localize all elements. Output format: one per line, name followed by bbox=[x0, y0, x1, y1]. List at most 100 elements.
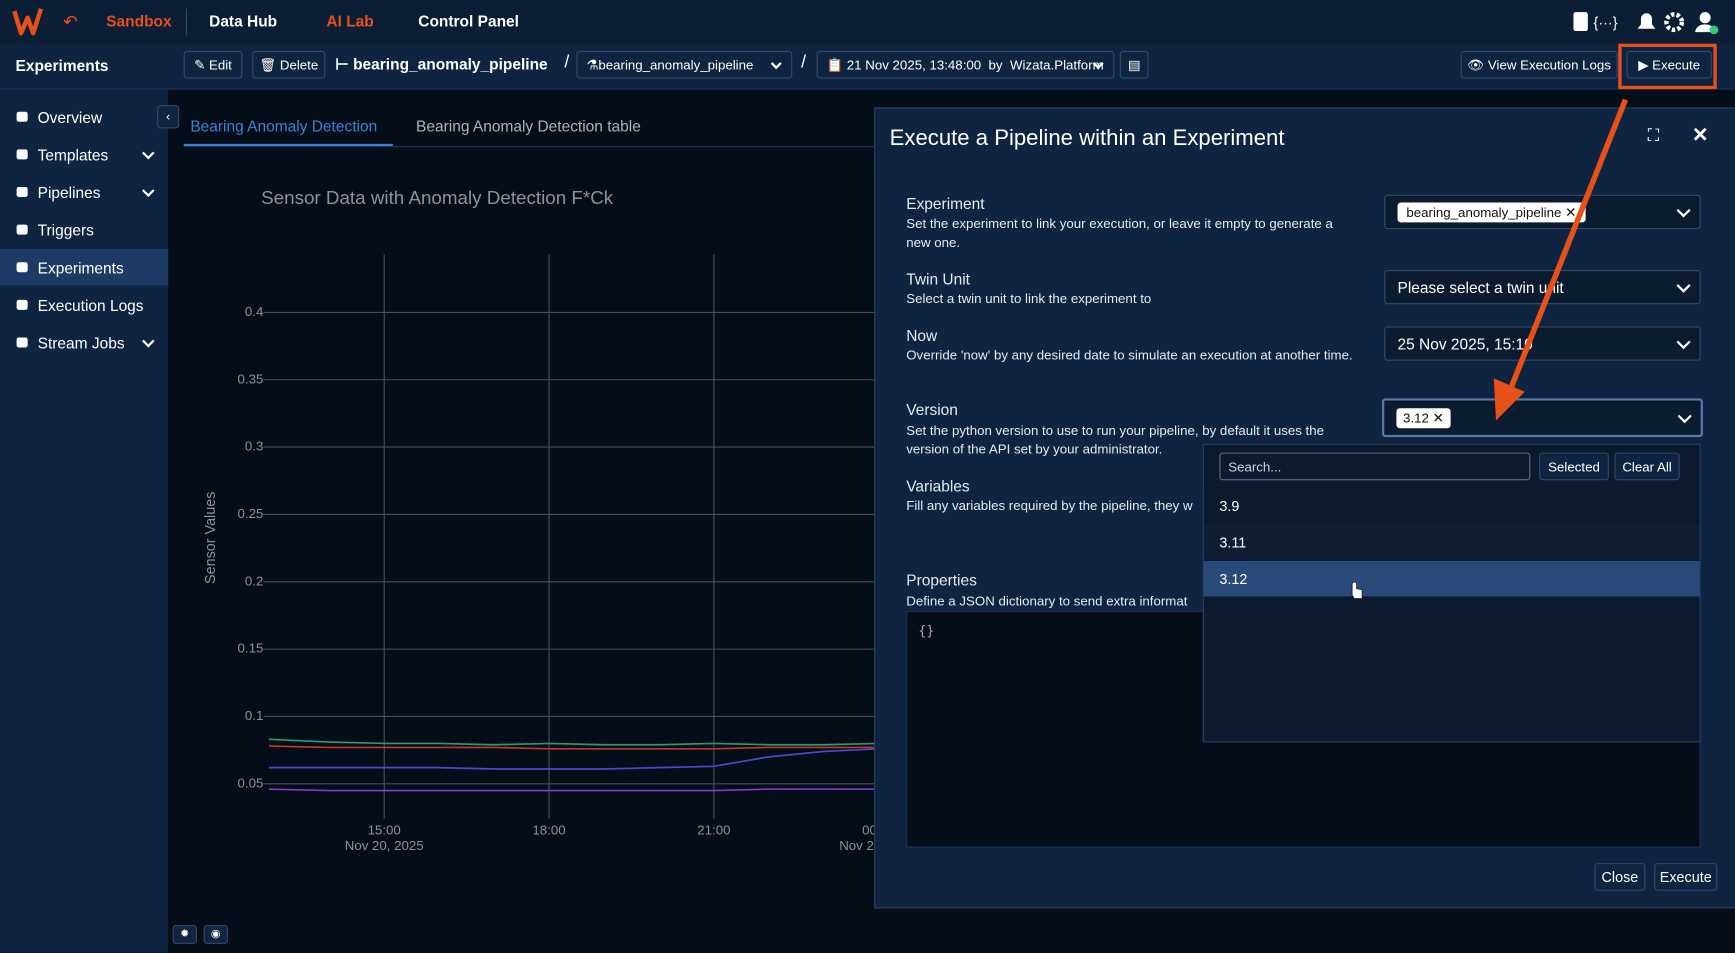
icon-button[interactable]: ▤ bbox=[1119, 50, 1149, 79]
sidebar bbox=[0, 89, 169, 953]
sidebar-item[interactable]: Pipelines bbox=[0, 174, 168, 211]
delete-button[interactable]: 🗑 Delete bbox=[252, 50, 326, 79]
y-tick-label: 0.15 bbox=[238, 641, 264, 656]
search-input[interactable]: Search... bbox=[1219, 452, 1531, 481]
y-tick-label: 0.35 bbox=[238, 371, 264, 386]
label: Execution Logs bbox=[37, 295, 144, 314]
sidebar-item[interactable]: Templates bbox=[0, 136, 168, 173]
svg-text:{···}: {···} bbox=[1594, 16, 1618, 32]
experiment-select[interactable]: ⚗ bearing_anomaly_pipeline bbox=[576, 50, 793, 79]
close-icon[interactable]: ✕ bbox=[1691, 123, 1709, 147]
x-tick-label: 18:00 bbox=[532, 822, 565, 837]
now-input[interactable]: 25 Nov 2025, 15:10 bbox=[1384, 326, 1701, 361]
tab-line bbox=[183, 146, 875, 148]
label: bearing_anomaly_pipeline bbox=[1406, 204, 1562, 220]
section-title: Experiments bbox=[15, 56, 109, 75]
logo[interactable] bbox=[11, 4, 44, 37]
experiment-input[interactable]: bearing_anomaly_pipeline ✕ bbox=[1384, 194, 1701, 230]
close-button[interactable]: Close bbox=[1594, 863, 1646, 891]
sidebar-item[interactable]: Stream Jobs bbox=[0, 324, 168, 361]
edit-button[interactable]: ✎ Edit bbox=[183, 50, 243, 79]
twin-unit-select[interactable]: Please select a twin unit bbox=[1384, 269, 1701, 305]
field-label: Now bbox=[906, 326, 938, 345]
series-line bbox=[268, 745, 879, 750]
field-label: Version bbox=[906, 400, 958, 419]
field-description: Set the experiment to link your executio… bbox=[906, 215, 1333, 251]
chip: bearing_anomaly_pipeline ✕ bbox=[1397, 201, 1586, 222]
y-tick-label: 0.1 bbox=[245, 708, 263, 723]
label: Edit bbox=[208, 56, 232, 73]
icon bbox=[16, 149, 28, 160]
label: Execute bbox=[1659, 868, 1712, 886]
label: Wizata.Platform bbox=[1009, 56, 1104, 73]
expand-button[interactable]: ⛶ bbox=[1647, 126, 1660, 145]
label: Experiments bbox=[37, 258, 124, 277]
field-label: Properties bbox=[906, 570, 977, 589]
view-button[interactable]: ◉ bbox=[203, 925, 228, 944]
field-label: Variables bbox=[906, 476, 970, 495]
icon bbox=[16, 224, 28, 235]
collapse-button[interactable]: ‹ bbox=[157, 105, 180, 129]
nav-link[interactable]: Control Panel bbox=[418, 12, 519, 30]
version-option[interactable]: 3.9 bbox=[1203, 487, 1700, 524]
y-tick-label: 0.05 bbox=[238, 775, 264, 790]
label: Pipelines bbox=[37, 183, 101, 201]
y-tick-label: 0.2 bbox=[245, 573, 263, 588]
icon bbox=[16, 337, 28, 348]
label: 21 Nov 2025, 13:48:00 bbox=[846, 56, 982, 73]
tab-underline bbox=[183, 143, 393, 147]
header-icons[interactable]: {···} bbox=[1569, 9, 1724, 36]
version-option[interactable]: 3.11 bbox=[1203, 524, 1700, 560]
nav-link[interactable]: AI Lab bbox=[326, 12, 374, 30]
field-label: Experiment bbox=[906, 194, 985, 213]
sidebar-item[interactable]: Triggers bbox=[0, 211, 168, 248]
sidebar-item[interactable]: Overview bbox=[0, 98, 168, 135]
x-tick-date: Nov 20, 2025 bbox=[345, 838, 424, 853]
placeholder: Search... bbox=[1228, 459, 1282, 475]
selected-button[interactable]: Selected bbox=[1539, 452, 1609, 481]
field-description: Set the python version to use to run you… bbox=[906, 422, 1325, 457]
label: bearing_anomaly_pipeline bbox=[353, 55, 548, 74]
placeholder: Please select a twin unit bbox=[1397, 278, 1564, 296]
label: View Execution Logs bbox=[1487, 56, 1611, 73]
x-tick-label: 15:00 bbox=[368, 822, 401, 837]
y-tick-label: 0.25 bbox=[238, 506, 264, 521]
version-option[interactable]: 3.12 bbox=[1203, 561, 1700, 597]
label: Stream Jobs bbox=[37, 333, 125, 352]
y-tick-label: 0.4 bbox=[245, 304, 263, 319]
field-description: Fill any variables required by the pipel… bbox=[906, 497, 1193, 514]
view-logs-button[interactable]: 👁 View Execution Logs bbox=[1460, 50, 1618, 79]
tab[interactable]: Bearing Anomaly Detection table bbox=[416, 117, 641, 135]
label: Templates bbox=[37, 145, 109, 164]
series-line bbox=[268, 747, 879, 770]
top-nav bbox=[0, 0, 1735, 45]
icon bbox=[16, 187, 28, 197]
sidebar-item[interactable]: Execution Logs bbox=[0, 287, 168, 324]
execution-select[interactable]: 📋 21 Nov 2025, 13:48:00 by Wizata.Platfo… bbox=[816, 50, 1115, 79]
separator: / bbox=[801, 53, 807, 72]
separator bbox=[185, 8, 188, 36]
nav-link[interactable]: Data Hub bbox=[209, 12, 278, 30]
pipeline-name[interactable]: ⊢ bearing_anomaly_pipeline bbox=[335, 55, 548, 74]
version-select[interactable]: 3.12 ✕ bbox=[1382, 398, 1703, 438]
label: Delete bbox=[279, 56, 319, 73]
debug-button[interactable]: ✹ bbox=[172, 925, 197, 944]
icon bbox=[16, 111, 28, 122]
value: 25 Nov 2025, 15:10 bbox=[1397, 334, 1533, 353]
label: 3.12 bbox=[1403, 409, 1429, 426]
execute-button[interactable]: Execute bbox=[1654, 863, 1718, 891]
tab[interactable]: Bearing Anomaly Detection bbox=[190, 117, 378, 135]
field-description: Select a twin unit to link the experimen… bbox=[906, 291, 1152, 307]
x-tick-label: 21:00 bbox=[697, 822, 730, 837]
chart-title: Sensor Data with Anomaly Detection F*Ck bbox=[261, 187, 614, 208]
clear-all-button[interactable]: Clear All bbox=[1614, 452, 1680, 481]
field-label: Twin Unit bbox=[906, 269, 970, 288]
label: Overview bbox=[37, 107, 103, 126]
back-icon[interactable]: ↶ bbox=[63, 13, 78, 33]
brand[interactable]: Sandbox bbox=[106, 12, 172, 30]
label: Selected bbox=[1548, 458, 1600, 475]
sidebar-item[interactable]: Experiments bbox=[0, 248, 169, 286]
y-axis-label: Sensor Values bbox=[203, 492, 219, 584]
label: Clear All bbox=[1622, 458, 1672, 475]
